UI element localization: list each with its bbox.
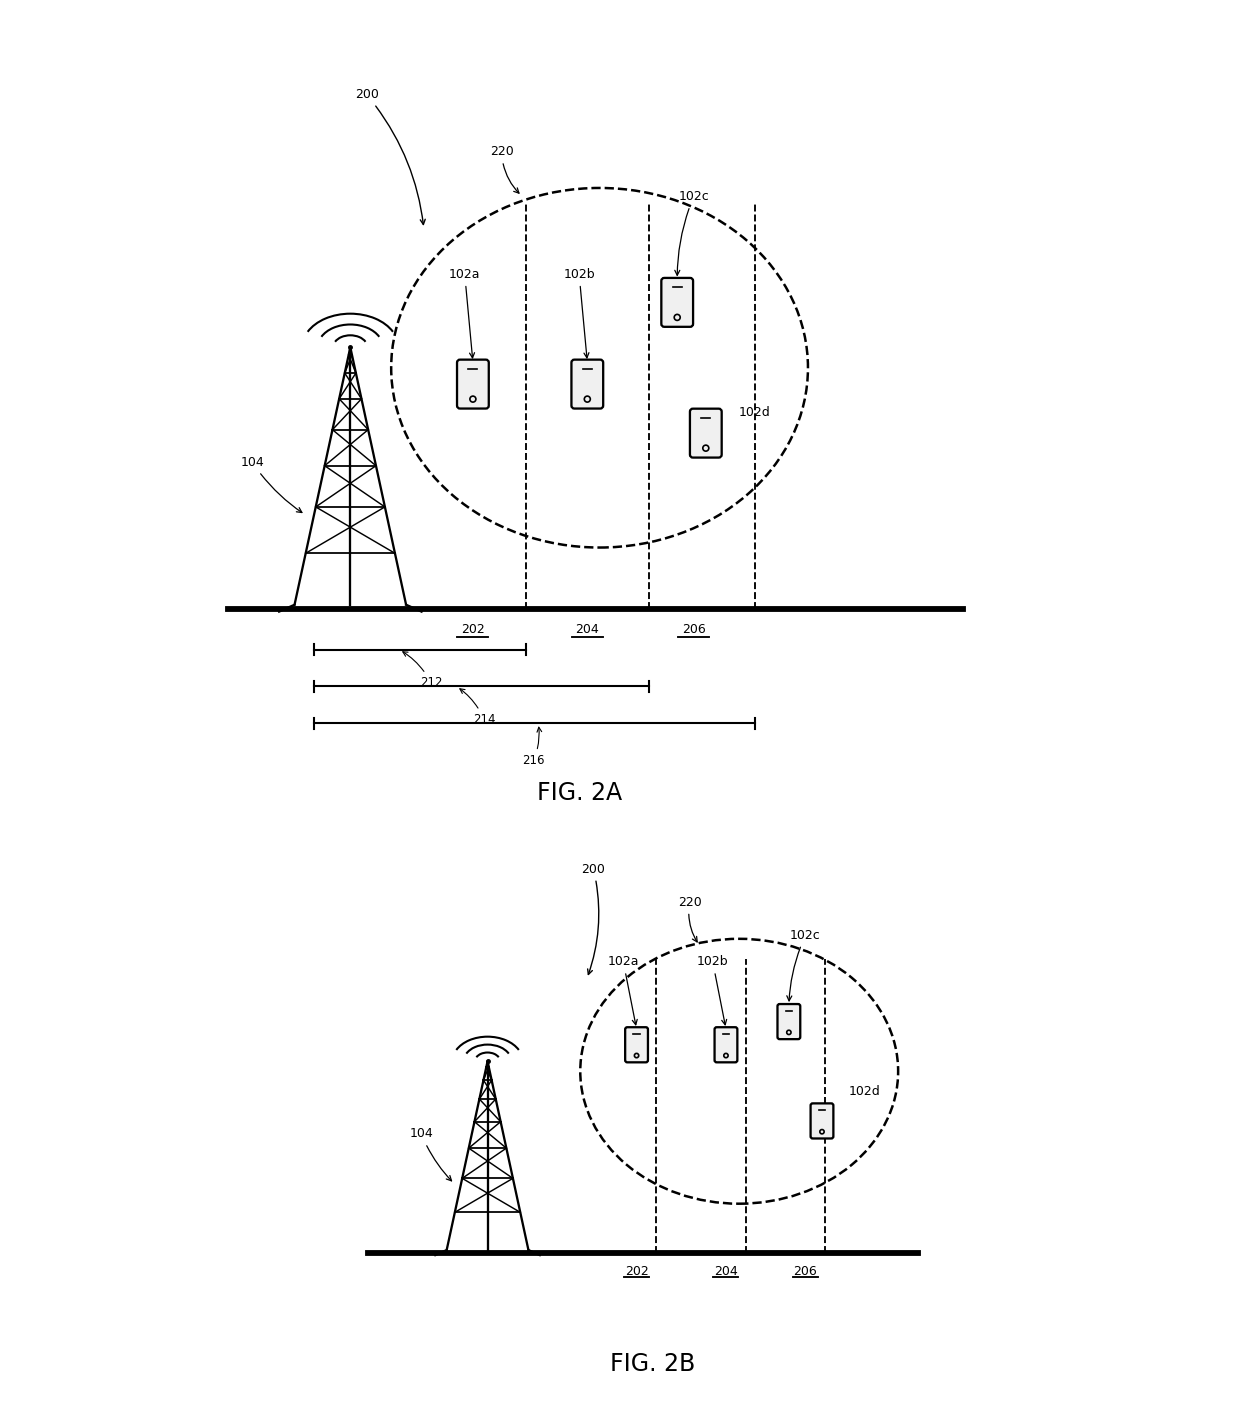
Text: 204: 204 xyxy=(714,1265,738,1278)
Text: 102c: 102c xyxy=(787,929,821,1000)
Text: 200: 200 xyxy=(582,862,605,975)
FancyBboxPatch shape xyxy=(661,278,693,327)
FancyBboxPatch shape xyxy=(458,359,489,409)
Text: 202: 202 xyxy=(461,623,485,635)
Text: 104: 104 xyxy=(241,457,301,513)
Text: 102d: 102d xyxy=(848,1085,880,1098)
Text: 220: 220 xyxy=(490,145,520,193)
FancyBboxPatch shape xyxy=(777,1005,800,1040)
Text: 102b: 102b xyxy=(563,268,595,358)
Text: 102b: 102b xyxy=(697,955,729,1024)
Text: FIG. 2B: FIG. 2B xyxy=(610,1351,696,1375)
FancyBboxPatch shape xyxy=(714,1027,738,1062)
Text: 206: 206 xyxy=(794,1265,817,1278)
Text: 200: 200 xyxy=(355,89,425,224)
Text: 202: 202 xyxy=(625,1265,649,1278)
Text: 216: 216 xyxy=(522,727,544,766)
Text: 102d: 102d xyxy=(739,406,770,420)
FancyBboxPatch shape xyxy=(625,1027,649,1062)
Text: FIG. 2A: FIG. 2A xyxy=(537,781,621,805)
Text: 102a: 102a xyxy=(449,268,480,358)
FancyBboxPatch shape xyxy=(572,359,603,409)
FancyBboxPatch shape xyxy=(811,1103,833,1138)
Text: 104: 104 xyxy=(409,1127,451,1181)
Text: 214: 214 xyxy=(460,689,496,726)
Text: 102c: 102c xyxy=(675,190,709,275)
Text: 220: 220 xyxy=(677,896,702,943)
Text: 102a: 102a xyxy=(608,955,639,1024)
Text: 204: 204 xyxy=(575,623,599,635)
Text: 206: 206 xyxy=(682,623,706,635)
Text: 212: 212 xyxy=(403,652,443,689)
FancyBboxPatch shape xyxy=(689,409,722,458)
